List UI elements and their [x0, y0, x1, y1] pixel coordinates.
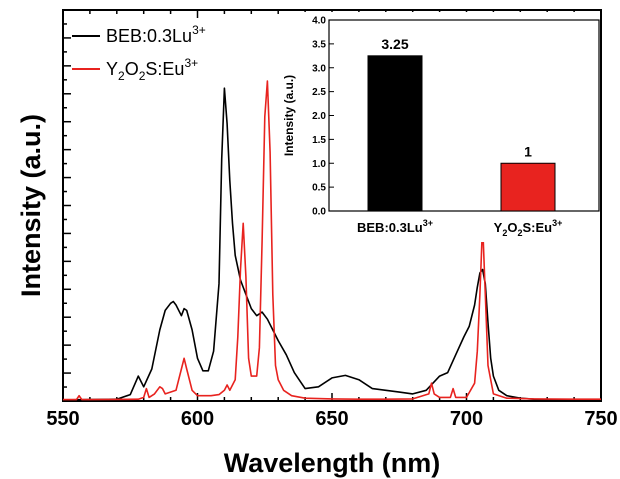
inset-category-y2o2s: Y2O2S:Eu3+ [494, 218, 563, 238]
inset-y-tick-label: 4.0 [312, 16, 326, 27]
inset-y-tick-label: 0.0 [312, 207, 326, 218]
inset-y-tick-label: 1.0 [312, 159, 326, 170]
inset-data-label-0: 3.25 [381, 36, 408, 52]
legend-beb-base: BEB:0.3Lu [106, 26, 192, 46]
inset-y-tick-label: 1.5 [312, 135, 326, 146]
inset-y-tick-label: 2.0 [312, 111, 326, 122]
x-tick-label: 650 [315, 408, 348, 430]
inset-cat1-base: BEB:0.3Lu [357, 220, 423, 235]
inset-y-axis-title: Intensity (a.u.) [282, 75, 296, 156]
legend-beb-sup: 3+ [192, 23, 206, 37]
inset-bar-chart: 0.0 0.5 1.0 1.5 2.0 2.5 3.0 3.5 4.0 3.25 1 Intens… [280, 12, 600, 242]
inset-cat2-sup: 3+ [552, 218, 562, 228]
x-tick-labels: 550 600 650 700 750 [46, 408, 617, 430]
inset-cat1-sup: 3+ [423, 218, 433, 228]
inset-bars: 3.25 1 [367, 36, 556, 212]
inset-y-ticks: 0.0 0.5 1.0 1.5 2.0 2.5 3.0 3.5 4.0 [312, 16, 334, 218]
inset-cat2-rest: S:Eu [522, 220, 552, 235]
inset-y-tick-label: 0.5 [312, 183, 326, 194]
legend-label-y2o2s: Y2O2S:Eu3+ [106, 56, 198, 83]
inset-data-label-1: 1 [524, 143, 532, 159]
inset-cat2-sub1: 2 [502, 228, 507, 238]
inset-bar-0 [367, 55, 423, 212]
legend: BEB:0.3Lu3+ Y2O2S:Eu3+ [72, 23, 206, 83]
legend-y2o2s-sub1: 2 [118, 69, 125, 83]
legend-y2o2s-rest: S:Eu [145, 59, 184, 79]
inset-cat2-y: Y [494, 220, 503, 235]
legend-y2o2s-y: Y [106, 59, 118, 79]
legend-y2o2s-sup: 3+ [184, 56, 198, 70]
inset-cat2-o: O [507, 220, 517, 235]
inset-y-tick-label: 3.0 [312, 63, 326, 74]
series-line-1 [63, 80, 601, 401]
x-tick-label: 550 [46, 408, 79, 430]
y-axis-title: Intensity (a.u.) [16, 114, 46, 297]
x-axis-title: Wavelength (nm) [224, 448, 441, 478]
inset-y-tick-label: 2.5 [312, 87, 326, 98]
inset-bar-1 [500, 162, 556, 212]
series-line-0 [62, 87, 601, 401]
x-tick-label: 750 [584, 408, 617, 430]
legend-y2o2s-o: O [125, 59, 139, 79]
inset-y-tick-label: 3.5 [312, 39, 326, 50]
inset-category-beb: BEB:0.3Lu3+ [357, 218, 433, 235]
x-tick-label: 600 [181, 408, 214, 430]
main-series-layer [62, 80, 601, 401]
inset-cat2-sub2: 2 [517, 228, 522, 238]
legend-y2o2s-sub2: 2 [139, 69, 146, 83]
x-tick-label: 700 [450, 408, 483, 430]
legend-label-beb: BEB:0.3Lu3+ [106, 23, 206, 46]
